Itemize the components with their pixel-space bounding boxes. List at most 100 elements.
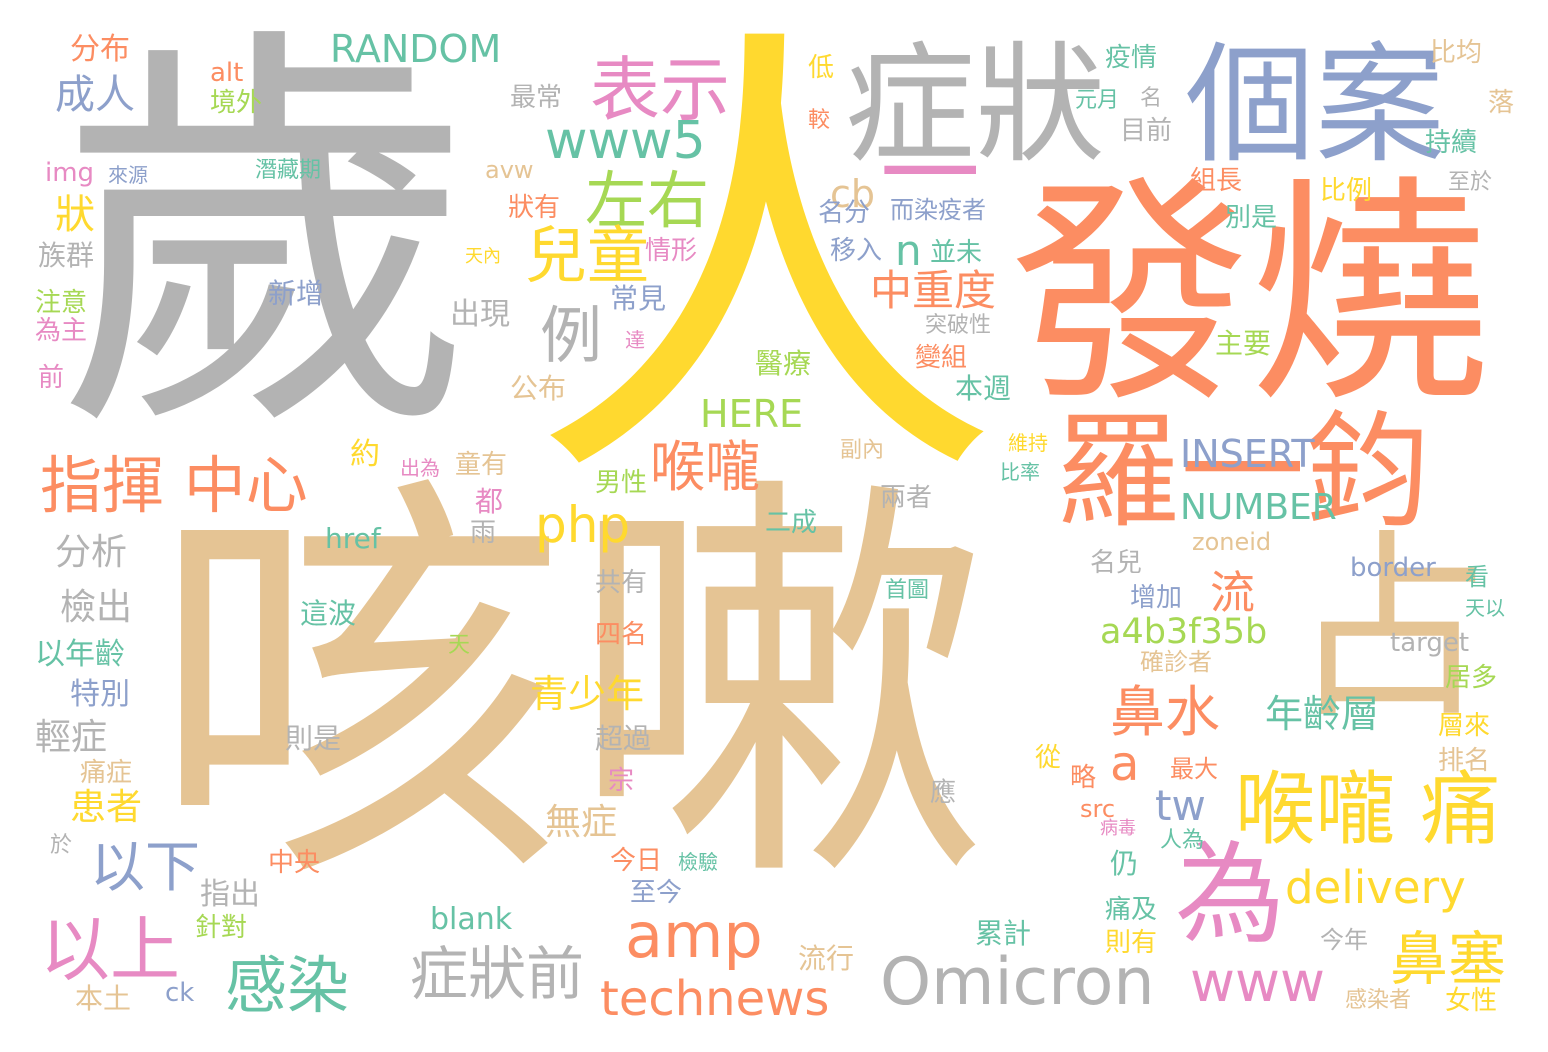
word-xinzeng: 新增: [268, 277, 325, 310]
word-dou: 都: [475, 485, 504, 518]
word-ming: 名: [1140, 86, 1163, 111]
word-biaoshi: 表示: [590, 49, 730, 131]
word-houlong: 喉嚨: [650, 435, 761, 499]
word-da: 達: [625, 328, 645, 352]
word-ren: 人: [530, 0, 1000, 538]
word-huanzhe: 患者: [70, 787, 143, 828]
word-wuzheng: 無症: [545, 802, 618, 843]
word-cenglai: 層來: [1438, 711, 1491, 741]
word-lve: 略: [1070, 763, 1097, 793]
word-sui: 歲: [55, 0, 475, 484]
word-bijun: 比均: [1430, 38, 1483, 68]
word-zhuyi: 注意: [35, 288, 88, 318]
word-ercheng: 二成: [765, 508, 818, 538]
word-www5: www5: [545, 111, 706, 171]
word-yu-rain: 雨: [470, 518, 497, 548]
word-zong: 宗: [608, 766, 635, 796]
word-li: 例: [540, 299, 603, 372]
word-delivery: delivery: [1285, 861, 1466, 914]
word-fashao: 發燒: [1010, 155, 1491, 435]
word-random: RANDOM: [330, 27, 502, 71]
word-a4b3f35b: a4b3f35b: [1100, 612, 1268, 652]
word-kan: 看: [1465, 563, 1489, 591]
word-zuoyou: 左右: [585, 164, 710, 237]
word-benzhou: 本週: [955, 372, 1012, 405]
word-zhichu: 指出: [200, 877, 260, 912]
word-tebie: 特別: [70, 677, 130, 712]
word-border: border: [1350, 553, 1436, 583]
word-ganranzhe: 感染者: [1345, 988, 1412, 1013]
word-bianzu: 變組: [915, 343, 968, 373]
word-zhengzhuang: 症狀: [845, 29, 1106, 181]
word-reng: 仍: [1110, 847, 1139, 880]
word-here: HERE: [700, 392, 803, 436]
word-zhendui: 針對: [195, 913, 248, 943]
word-liuxing: 流行: [798, 942, 855, 975]
word-zhihui-zhongxin: 指揮 中心: [40, 449, 308, 522]
word-minger: 名兒: [1090, 548, 1143, 578]
word-qiancangqi: 潛藏期: [255, 158, 322, 183]
word-shoutu: 首圖: [885, 578, 930, 603]
word-jiao: 較: [808, 108, 831, 133]
word-chuwei: 出為: [400, 456, 440, 480]
word-yuanyue: 元月: [1075, 88, 1120, 113]
word-zengjia: 增加: [1130, 583, 1183, 613]
word-zhan: 占: [1290, 513, 1491, 746]
word-nanxing: 男性: [595, 468, 648, 498]
word-nianlingceng: 年齡層: [1265, 692, 1380, 736]
word-img: img: [45, 158, 95, 188]
word-gean: 個案: [1185, 29, 1446, 181]
word-quezhenzhe: 確診者: [1140, 648, 1212, 676]
word-tongji: 痛及: [1105, 895, 1158, 925]
word-n: n: [895, 226, 922, 275]
word-kesou: 咳嗽: [150, 445, 990, 934]
word-jianyan: 檢驗: [678, 850, 718, 874]
word-bilv: 比率: [1000, 460, 1040, 484]
word-chuxian: 出現: [450, 297, 510, 332]
word-siming: 四名: [595, 620, 648, 650]
word-avw: avw: [485, 156, 534, 184]
word-qian: 前: [38, 363, 65, 393]
word-yiqing: 疫情: [1105, 43, 1158, 73]
word-zhijin: 至今: [630, 878, 683, 908]
word-jinri: 今日: [610, 846, 663, 876]
word-bisai: 鼻塞: [1390, 925, 1507, 993]
word-zhiyu: 至於: [1448, 170, 1493, 195]
word-leiji: 累計: [975, 917, 1032, 950]
word-laiyuan: 來源: [108, 163, 148, 187]
word-number: NUMBER: [1180, 487, 1337, 528]
word-zhongzhongdu: 中重度: [870, 266, 997, 315]
word-yu: 於: [50, 833, 73, 858]
word-fenxi: 分析: [55, 532, 128, 573]
word-funei: 副內: [840, 438, 885, 463]
word-blank: blank: [430, 902, 513, 937]
word-yi: 一: [880, 116, 980, 233]
word-zeyou: 則有: [1105, 928, 1158, 958]
word-tongyou: 童有: [455, 450, 508, 480]
word-alt: alt: [210, 58, 244, 88]
word-muqian: 目前: [1120, 116, 1173, 146]
word-fenbu: 分布: [70, 32, 130, 67]
word-erranyizhe: 而染疫者: [890, 196, 986, 224]
word-tianyi: 天以: [1465, 596, 1505, 620]
word-technews: technews: [600, 971, 830, 1027]
word-wei: 為: [1175, 831, 1285, 959]
word-weizhu: 為主: [35, 316, 88, 346]
word-mingfen: 名分: [818, 198, 871, 228]
word-zuida: 最大: [1170, 755, 1218, 783]
word-di: 低: [808, 53, 835, 83]
word-zhongyang: 中央: [268, 848, 321, 878]
word-zoneid: zoneid: [1192, 528, 1272, 556]
word-href: href: [325, 522, 381, 555]
word-tupoxing: 突破性: [925, 313, 992, 338]
word-bingwei: 並未: [930, 238, 983, 268]
word-weichi: 維持: [1008, 431, 1048, 455]
word-gongyou: 共有: [595, 568, 648, 598]
word-yue: 約: [350, 437, 380, 472]
word-zhengzhuangqian: 症狀前: [410, 940, 585, 1008]
word-zhebo: 這波: [300, 597, 357, 630]
word-bingdu: 病毒: [1100, 818, 1136, 839]
word-jinnian: 今年: [1320, 926, 1368, 954]
word-ganran: 感染: [225, 949, 350, 1022]
